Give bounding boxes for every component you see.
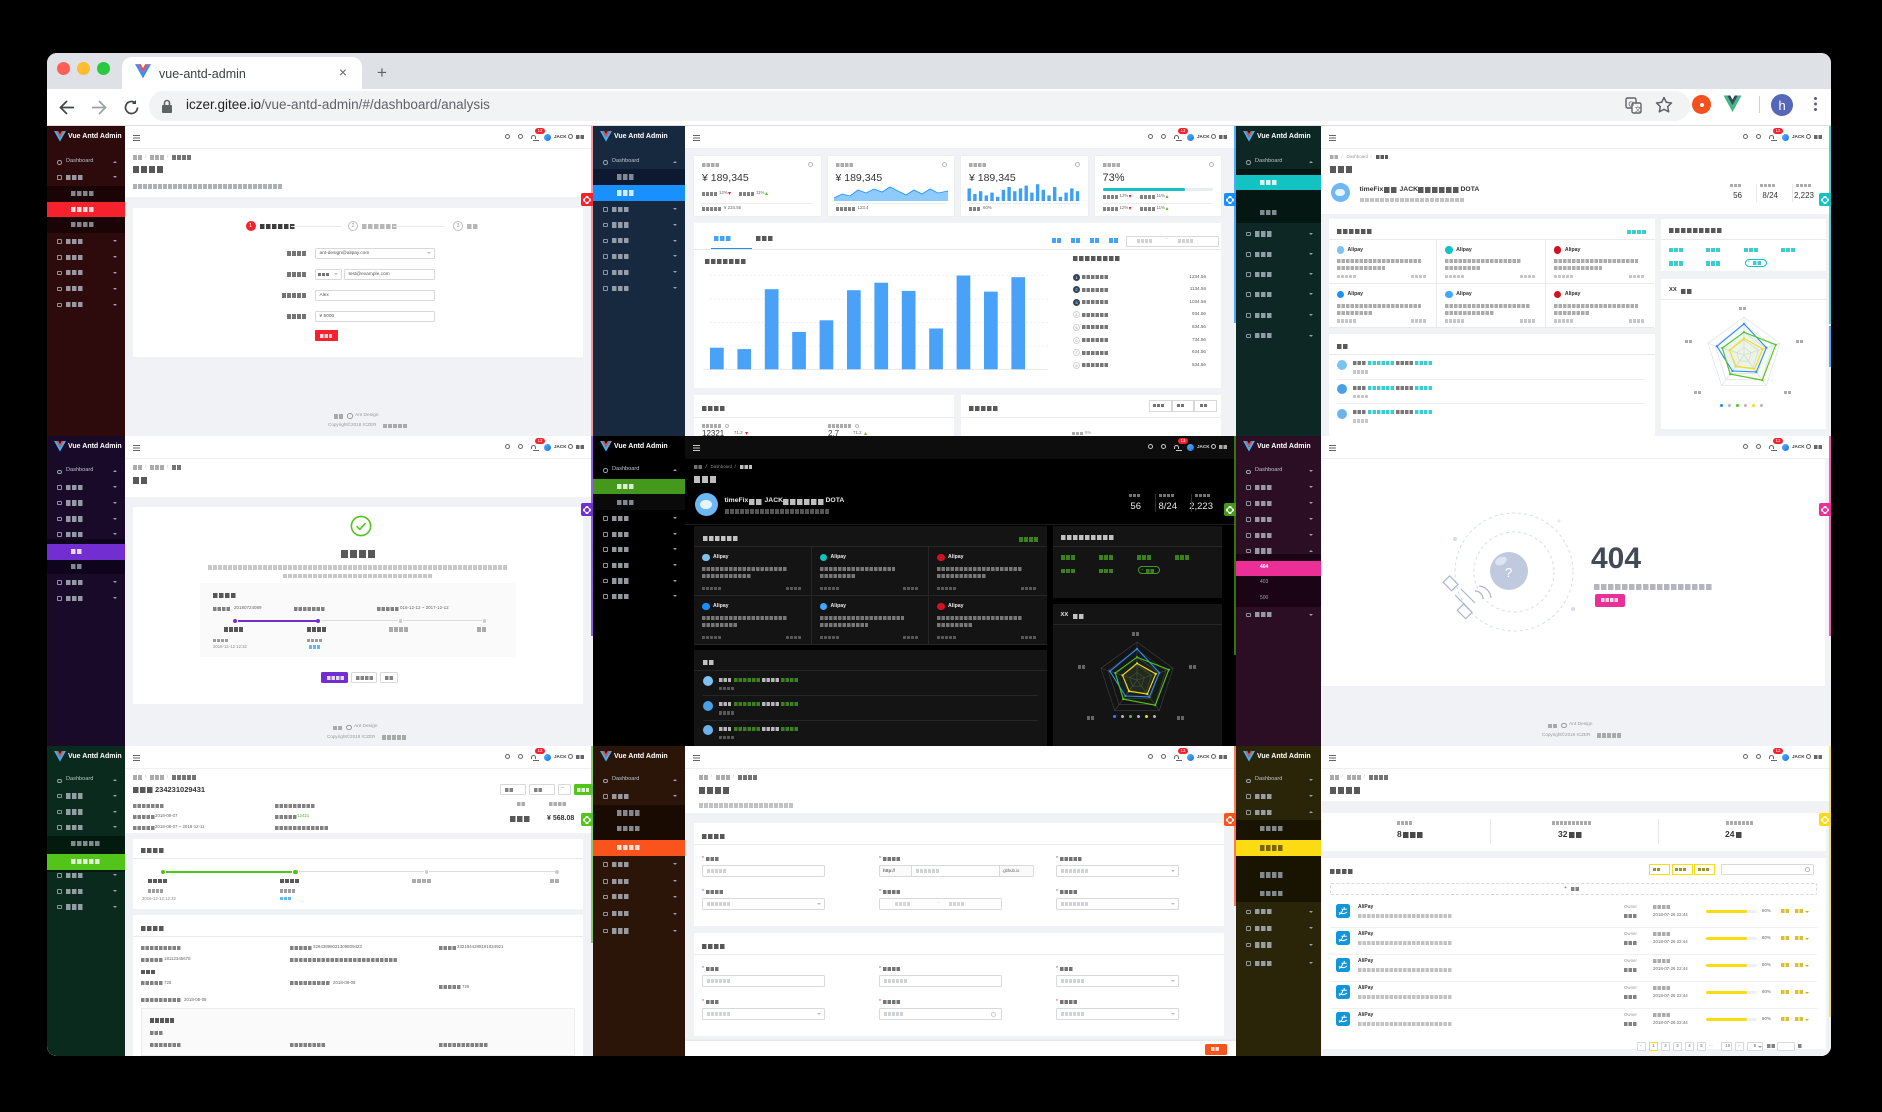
svg-text:文: 文 [1634, 104, 1641, 113]
svg-text:?: ? [1505, 565, 1512, 580]
svg-text:G: G [1628, 99, 1634, 108]
